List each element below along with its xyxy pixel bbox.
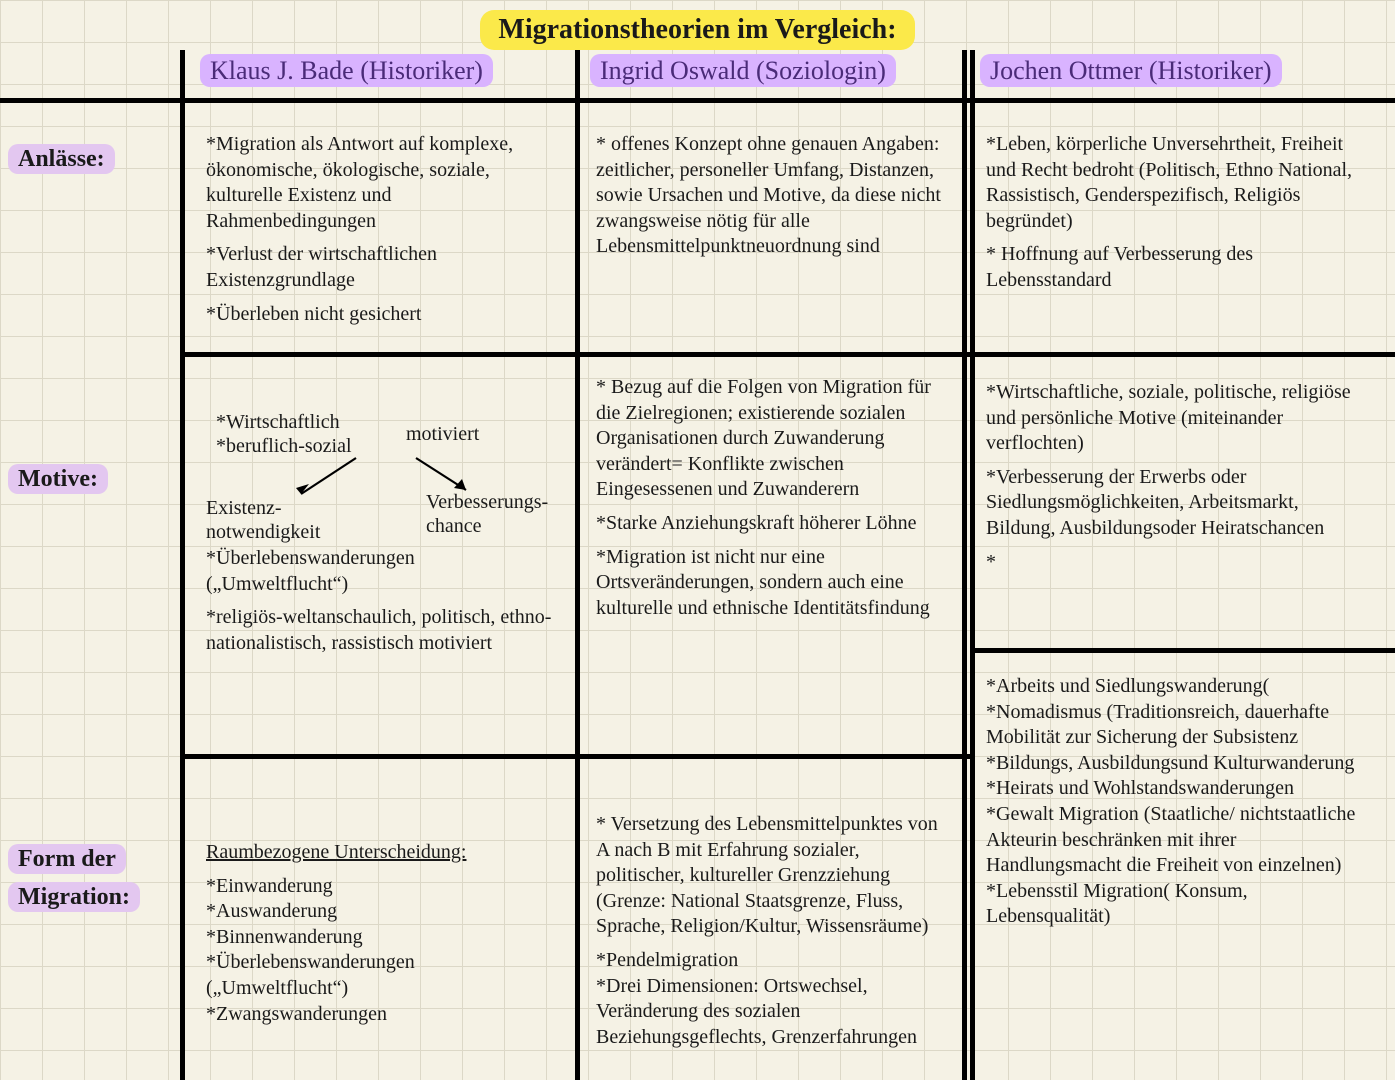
diagram-motiviert: motiviert xyxy=(406,422,479,446)
cell-motive-oswald: * Bezug auf die Folgen von Migration für… xyxy=(590,365,960,631)
comparison-table: Klaus J. Bade (Historiker) Ingrid Oswald… xyxy=(0,50,1395,1080)
motive-diagram: *Wirtschaftlich *beruflich-sozial motivi… xyxy=(206,410,558,540)
title-row: Migrationstheorien im Vergleich: xyxy=(0,0,1395,50)
vline-0 xyxy=(180,50,185,1080)
cell-anlaesse-ottmer: *Leben, körperliche Unversehrtheit, Frei… xyxy=(980,122,1385,304)
hline-r1 xyxy=(180,352,1395,357)
cell-form-oswald: * Versetzung des Lebensmittelpunktes von… xyxy=(590,802,960,1060)
col-header-oswald: Ingrid Oswald (Soziologin) xyxy=(590,56,960,86)
row-label-form: Form derMigration: xyxy=(8,840,178,917)
hline-r2-right xyxy=(970,648,1395,653)
diagram-arrows xyxy=(206,446,576,506)
row-label-motive: Motive: xyxy=(8,460,178,498)
form-bade-heading: Raumbezogene Unterscheidung: xyxy=(206,840,558,866)
cell-motive-bade: *Wirtschaftlich *beruflich-sozial motivi… xyxy=(200,400,570,666)
cell-form-ottmer: *Arbeits und Siedlungswanderung( *Nomadi… xyxy=(980,664,1385,940)
vline-2 xyxy=(962,50,967,1080)
cell-form-bade: Raumbezogene Unterscheidung: *Einwanderu… xyxy=(200,830,570,1037)
diagram-wirtschaftlich: *Wirtschaftlich xyxy=(216,410,340,434)
vline-2b xyxy=(970,50,975,1080)
col-header-bade: Klaus J. Bade (Historiker) xyxy=(200,56,570,86)
hline-top xyxy=(0,98,1395,103)
cell-anlaesse-bade: *Migration als Antwort auf komplexe, öko… xyxy=(200,122,570,337)
vline-1 xyxy=(575,50,580,1080)
col-header-ottmer: Jochen Ottmer (Historiker) xyxy=(980,56,1385,86)
cell-anlaesse-oswald: * offenes Konzept ohne genauen Angaben: … xyxy=(590,122,960,270)
row-label-anlaesse: Anlässe: xyxy=(8,140,178,178)
cell-motive-ottmer: *Wirtschaftliche, soziale, politische, r… xyxy=(980,370,1385,585)
page-title: Migrationstheorien im Vergleich: xyxy=(480,10,914,50)
